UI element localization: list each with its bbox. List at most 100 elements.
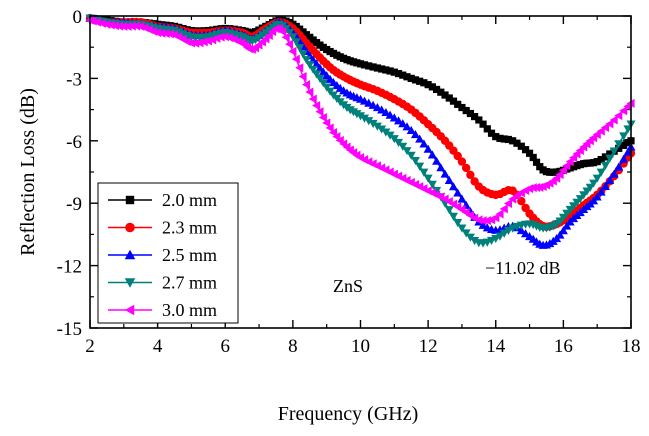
- data-point: [291, 38, 301, 47]
- data-point: [136, 21, 145, 31]
- data-point: [216, 32, 225, 42]
- axis-tick-labels: 2 4 6 8 10 12 14 16 18 0 -3 -6 -9 -12 -15: [57, 7, 641, 357]
- data-point: [415, 162, 425, 171]
- data-point: [458, 103, 466, 112]
- data-point: [305, 61, 315, 70]
- legend-label: 2.3 mm: [162, 218, 217, 238]
- data-point: [495, 232, 505, 241]
- data-point: [521, 146, 530, 154]
- data-point: [509, 137, 517, 145]
- data-point: [601, 153, 610, 161]
- data-point: [305, 87, 314, 97]
- data-point: [437, 88, 445, 96]
- x-tick-label: 8: [288, 336, 298, 357]
- data-point: [291, 54, 300, 64]
- data-point: [620, 141, 628, 149]
- legend-label: 2.5 mm: [162, 245, 217, 265]
- data-point: [619, 106, 628, 116]
- data-point: [315, 74, 325, 83]
- data-point: [432, 85, 441, 94]
- legend-item: 2.7 mm: [108, 273, 217, 293]
- data-point: [328, 127, 338, 137]
- data-point: [312, 101, 321, 111]
- data-point: [432, 186, 442, 196]
- y-tick-label: -6: [66, 132, 82, 153]
- data-point: [322, 83, 332, 92]
- data-point: [394, 69, 403, 78]
- data-point: [427, 150, 437, 159]
- data-point: [410, 156, 420, 166]
- data-point: [191, 38, 200, 48]
- data-point: [600, 123, 610, 133]
- data-point: [444, 206, 454, 215]
- legend-marker: [125, 195, 135, 205]
- y-tick-label: -15: [57, 319, 82, 340]
- data-point: [487, 129, 496, 137]
- data-point: [88, 16, 97, 26]
- data-point: [110, 21, 119, 31]
- data-point: [369, 63, 377, 71]
- data-point: [596, 126, 605, 136]
- data-point: [419, 139, 429, 148]
- data-point: [448, 212, 458, 221]
- data-point: [596, 168, 606, 177]
- data-point: [479, 120, 487, 128]
- data-point: [609, 147, 619, 156]
- data-point: [466, 170, 475, 180]
- data-point: [315, 107, 324, 117]
- data-point: [416, 77, 424, 85]
- data-point: [585, 183, 595, 192]
- data-point: [614, 111, 623, 121]
- data-point: [301, 80, 310, 90]
- data-point: [532, 158, 541, 166]
- data-point: [558, 213, 568, 222]
- data-point: [356, 112, 365, 121]
- data-point: [619, 154, 629, 163]
- data-point: [353, 59, 361, 67]
- y-axis-title: Reflection Loss (dB): [17, 88, 39, 256]
- plot-frame: [89, 15, 632, 329]
- data-point: [453, 219, 463, 228]
- data-point: [428, 83, 436, 91]
- data-point: [461, 229, 471, 238]
- legend-label: 3.0 mm: [162, 300, 217, 320]
- series-3_0-mm: [85, 15, 635, 226]
- data-point: [419, 168, 429, 177]
- data-point: [92, 17, 101, 27]
- data-point: [508, 194, 517, 204]
- data-point: [496, 134, 504, 142]
- data-point: [555, 230, 565, 239]
- data-point: [199, 37, 208, 47]
- data-point: [284, 39, 294, 49]
- data-point: [161, 29, 170, 39]
- data-point: [399, 71, 407, 79]
- data-point: [386, 67, 394, 75]
- data-point: [513, 139, 521, 147]
- data-point: [562, 221, 572, 230]
- data-point: [295, 63, 304, 73]
- data-point: [600, 161, 610, 170]
- data-point: [474, 215, 483, 225]
- data-point: [614, 140, 624, 149]
- x-tick-label: 16: [554, 336, 573, 357]
- data-point: [441, 91, 449, 99]
- legend-marker: [124, 249, 136, 260]
- data-point: [606, 150, 614, 158]
- data-point: [398, 142, 408, 151]
- sample-annotation: ZnS: [333, 276, 363, 296]
- data-point: [475, 116, 483, 124]
- data-point: [504, 135, 513, 144]
- data-point: [495, 209, 504, 219]
- x-tick-label: 4: [153, 336, 163, 357]
- data-point: [482, 216, 491, 226]
- data-point: [390, 68, 398, 76]
- data-point: [115, 21, 124, 31]
- data-point: [288, 33, 298, 42]
- data-point: [593, 158, 601, 166]
- data-point: [411, 76, 420, 84]
- data-point: [454, 100, 462, 108]
- data-point: [360, 61, 369, 69]
- data-point: [298, 50, 308, 59]
- data-point: [378, 65, 386, 73]
- x-tick-label: 18: [622, 336, 641, 357]
